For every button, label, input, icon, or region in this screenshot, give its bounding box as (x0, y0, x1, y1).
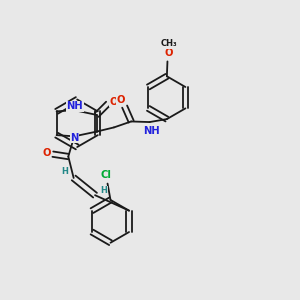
Text: O: O (164, 48, 173, 58)
Text: NH: NH (143, 126, 159, 136)
Text: N: N (70, 133, 78, 143)
Text: O: O (110, 97, 118, 107)
Text: H: H (61, 167, 68, 176)
Text: O: O (117, 95, 125, 105)
Text: O: O (42, 148, 51, 158)
Text: H: H (100, 186, 107, 195)
Text: Cl: Cl (100, 170, 111, 180)
Text: CH₃: CH₃ (160, 39, 177, 48)
Text: NH: NH (67, 101, 83, 111)
